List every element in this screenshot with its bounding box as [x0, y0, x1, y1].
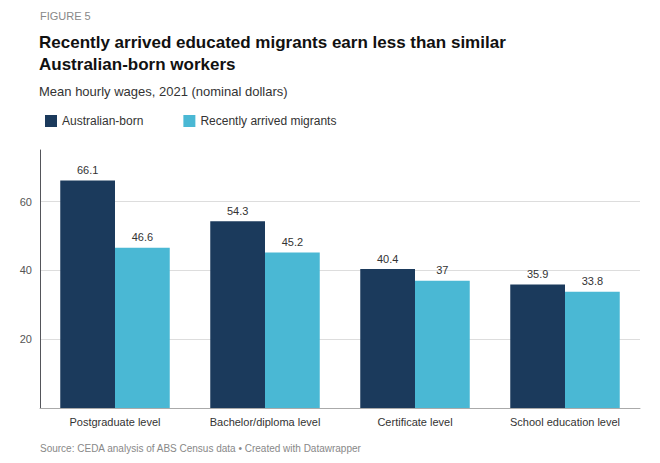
svg-text:46.6: 46.6	[132, 231, 153, 243]
svg-text:40.4: 40.4	[377, 253, 398, 265]
svg-text:Recently arrived educated migr: Recently arrived educated migrants earn …	[39, 33, 506, 52]
svg-text:Recently arrived migrants: Recently arrived migrants	[200, 114, 336, 128]
svg-text:Australian-born: Australian-born	[62, 114, 143, 128]
svg-text:40: 40	[20, 264, 32, 276]
svg-text:Mean hourly wages, 2021 (nomin: Mean hourly wages, 2021 (nominal dollars…	[39, 84, 288, 99]
svg-text:35.9: 35.9	[527, 268, 548, 280]
svg-text:Source: CEDA analysis of ABS C: Source: CEDA analysis of ABS Census data…	[40, 443, 362, 454]
svg-text:Postgraduate level: Postgraduate level	[69, 416, 160, 428]
svg-text:School education level: School education level	[510, 416, 620, 428]
svg-text:66.1: 66.1	[77, 164, 98, 176]
svg-text:60: 60	[20, 196, 32, 208]
svg-text:54.3: 54.3	[227, 205, 248, 217]
svg-text:45.2: 45.2	[282, 236, 303, 248]
svg-text:Australian-born workers: Australian-born workers	[39, 55, 236, 74]
svg-text:Certificate level: Certificate level	[377, 416, 452, 428]
svg-text:FIGURE 5: FIGURE 5	[40, 10, 91, 22]
svg-text:37: 37	[436, 264, 448, 276]
svg-text:20: 20	[20, 333, 32, 345]
svg-text:33.8: 33.8	[582, 275, 603, 287]
svg-text:Bachelor/diploma level: Bachelor/diploma level	[210, 416, 321, 428]
